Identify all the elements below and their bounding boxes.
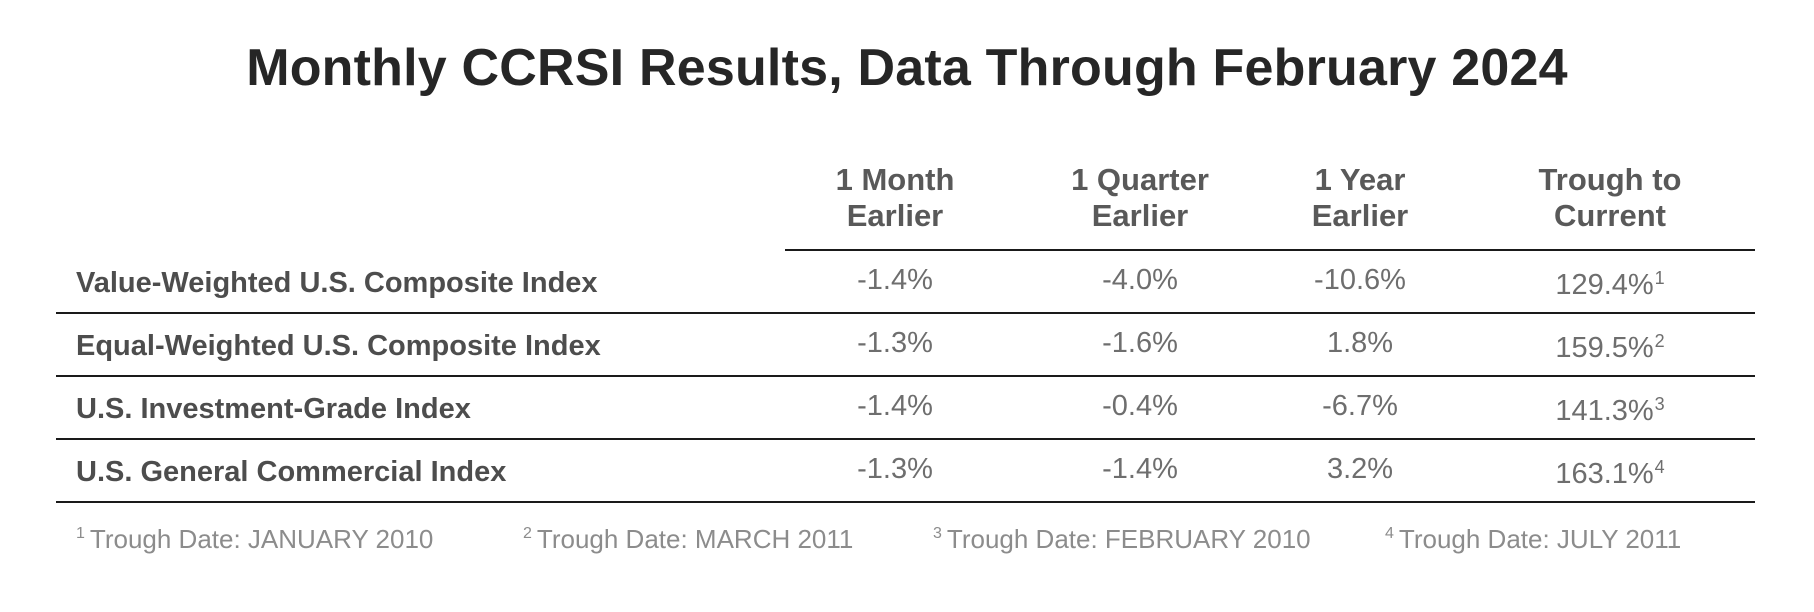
col-header-line1: 1 Year — [1314, 162, 1406, 197]
cell-1-month: -1.4% — [857, 264, 933, 296]
row-divider — [56, 312, 1755, 314]
cell-trough-to-current: 141.3%3 — [1500, 394, 1720, 428]
footnote: 1 Trough Date: JANUARY 2010 — [76, 524, 433, 555]
footnote-mark: 1 — [76, 525, 85, 542]
header-divider — [785, 249, 1755, 251]
cell-trough-to-current: 163.1%4 — [1500, 457, 1720, 491]
col-header-line1: 1 Month — [835, 162, 955, 197]
col-header-line1: 1 Quarter — [1071, 162, 1209, 197]
cell-value: 129.4% — [1555, 269, 1654, 301]
col-header-line2: Current — [1554, 198, 1666, 233]
cell-1-year: -6.7% — [1322, 390, 1398, 422]
row-label: Equal-Weighted U.S. Composite Index — [76, 330, 601, 362]
cell-1-month: -1.3% — [857, 453, 933, 485]
row-divider — [56, 375, 1755, 377]
footnote-marker: 3 — [1654, 394, 1665, 414]
footnote-mark: 3 — [933, 525, 942, 542]
footnote-text: Trough Date: FEBRUARY 2010 — [946, 524, 1311, 554]
cell-1-quarter: -0.4% — [1102, 390, 1178, 422]
footnote-mark: 2 — [523, 525, 532, 542]
cell-value: 141.3% — [1555, 395, 1654, 427]
row-label: U.S. Investment-Grade Index — [76, 393, 471, 425]
col-header-1-year: 1 Year Earlier — [1260, 162, 1460, 234]
col-header-trough-to-current: Trough to Current — [1500, 162, 1720, 234]
cell-1-year: 3.2% — [1326, 453, 1394, 485]
col-header-1-quarter: 1 Quarter Earlier — [1030, 162, 1250, 234]
row-divider — [56, 438, 1755, 440]
footnote-marker: 4 — [1654, 457, 1665, 477]
footnote: 2 Trough Date: MARCH 2011 — [523, 524, 853, 555]
cell-1-month: -1.4% — [857, 390, 933, 422]
col-header-line1: Trough to — [1538, 162, 1682, 197]
row-label: Value-Weighted U.S. Composite Index — [76, 267, 598, 299]
row-label: U.S. General Commercial Index — [76, 456, 507, 488]
col-header-line2: Earlier — [1091, 198, 1189, 233]
footnote-text: Trough Date: JANUARY 2010 — [89, 524, 434, 554]
footnote-text: Trough Date: MARCH 2011 — [536, 524, 854, 554]
cell-1-quarter: -4.0% — [1102, 264, 1178, 296]
cell-1-month: -1.3% — [857, 327, 933, 359]
cell-value: 159.5% — [1555, 332, 1654, 364]
cell-1-quarter: -1.4% — [1102, 453, 1178, 485]
col-header-line2: Earlier — [846, 198, 944, 233]
footnote: 3 Trough Date: FEBRUARY 2010 — [933, 524, 1311, 555]
cell-1-year: 1.8% — [1326, 327, 1394, 359]
footnote-text: Trough Date: JULY 2011 — [1398, 524, 1682, 554]
col-header-1-month: 1 Month Earlier — [795, 162, 995, 234]
footnote-marker: 2 — [1654, 331, 1665, 351]
cell-1-quarter: -1.6% — [1102, 327, 1178, 359]
cell-trough-to-current: 159.5%2 — [1500, 331, 1720, 365]
col-header-line2: Earlier — [1311, 198, 1409, 233]
table-title: Monthly CCRSI Results, Data Through Febr… — [246, 39, 1568, 97]
table-bottom-rule — [56, 501, 1755, 503]
footnote-marker: 1 — [1654, 268, 1665, 288]
footnote: 4 Trough Date: JULY 2011 — [1385, 524, 1681, 555]
footnote-mark: 4 — [1385, 525, 1394, 542]
cell-1-year: -10.6% — [1314, 264, 1406, 296]
cell-trough-to-current: 129.4%1 — [1500, 268, 1720, 302]
cell-value: 163.1% — [1555, 458, 1654, 490]
